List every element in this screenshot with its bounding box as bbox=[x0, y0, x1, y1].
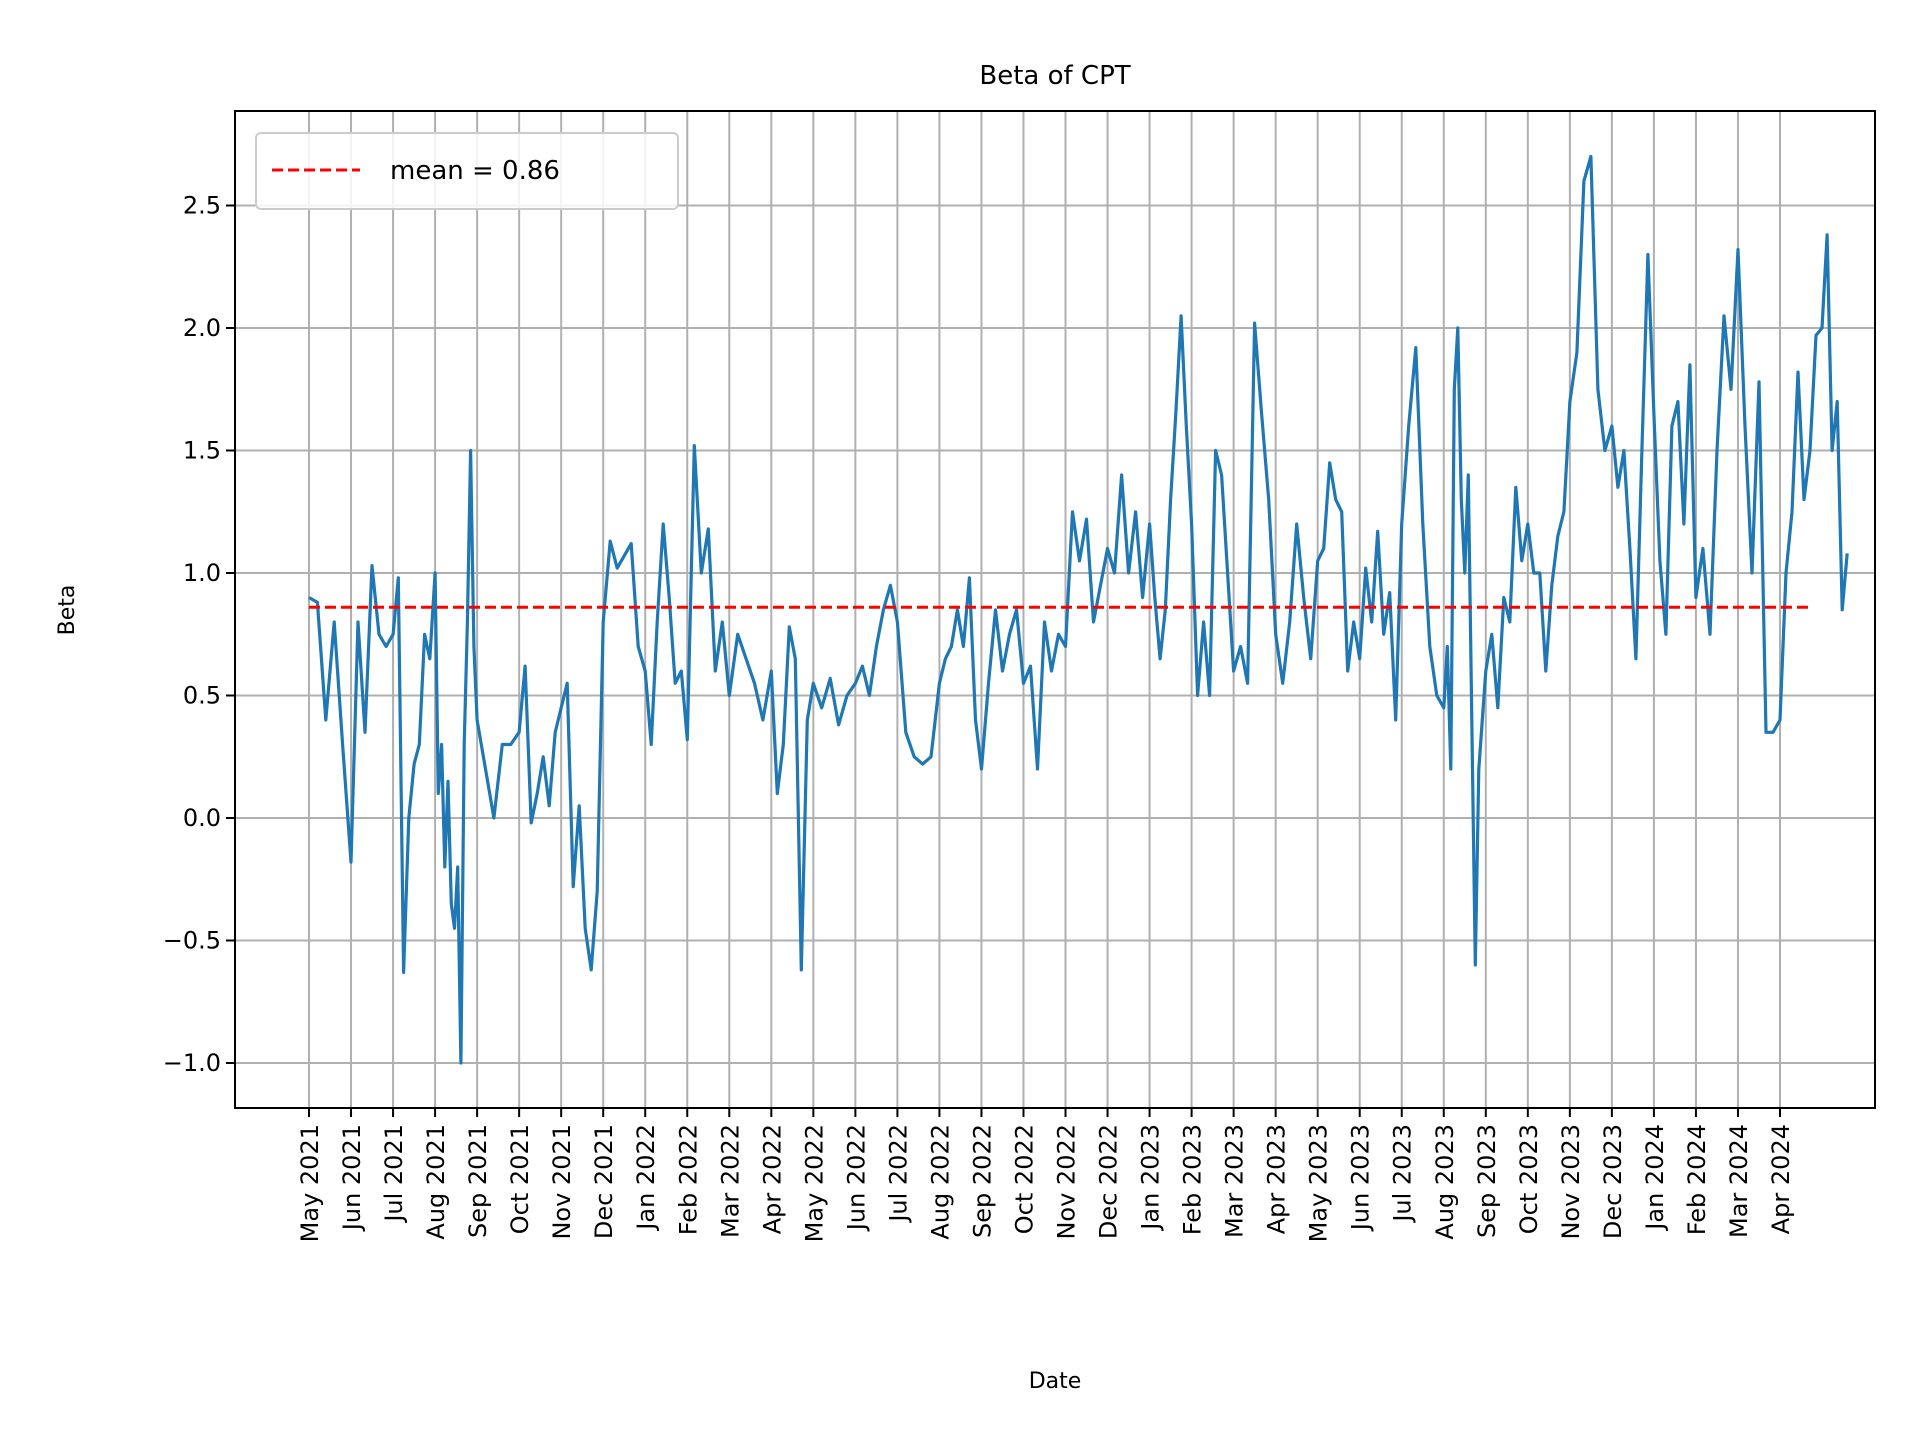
y-tick-label: −1.0 bbox=[163, 1049, 221, 1077]
y-axis: −1.0 −0.5 0.0 0.5 1.0 1.5 2.0 2.5 bbox=[163, 192, 235, 1077]
x-tick-label: Aug 2021 bbox=[422, 1124, 450, 1240]
x-tick-label: Dec 2023 bbox=[1599, 1124, 1627, 1239]
y-tick-label: 0.5 bbox=[183, 682, 221, 710]
x-tick-label: Sep 2022 bbox=[968, 1124, 996, 1238]
x-tick-label: Jul 2022 bbox=[884, 1124, 912, 1224]
x-tick-label: Jun 2023 bbox=[1347, 1124, 1375, 1232]
y-tick-label: 2.5 bbox=[183, 192, 221, 220]
x-tick-label: May 2022 bbox=[800, 1124, 828, 1242]
x-tick-label: Dec 2022 bbox=[1095, 1124, 1123, 1239]
x-tick-label: Mar 2024 bbox=[1725, 1124, 1753, 1238]
x-tick-label: May 2023 bbox=[1305, 1124, 1333, 1242]
y-tick-label: 1.5 bbox=[183, 437, 221, 465]
x-tick-label: Nov 2021 bbox=[548, 1124, 576, 1240]
x-tick-label: Aug 2022 bbox=[926, 1124, 954, 1240]
x-tick-label: Apr 2024 bbox=[1767, 1124, 1795, 1234]
x-tick-label: Jul 2021 bbox=[380, 1124, 408, 1224]
x-tick-label: Mar 2023 bbox=[1221, 1124, 1249, 1238]
x-tick-label: Jul 2023 bbox=[1389, 1124, 1417, 1224]
x-tick-label: Feb 2023 bbox=[1179, 1124, 1207, 1235]
y-tick-label: 2.0 bbox=[183, 314, 221, 342]
beta-series-line bbox=[308, 154, 1849, 1065]
x-axis: May 2021 Jun 2021 Jul 2021 Aug 2021 Sep 2021… bbox=[296, 1108, 1795, 1242]
x-tick-label: Jun 2022 bbox=[842, 1124, 870, 1232]
legend: mean = 0.86 bbox=[255, 132, 679, 210]
plot-frame bbox=[234, 110, 1876, 1109]
x-tick-label: Oct 2023 bbox=[1515, 1124, 1543, 1234]
x-tick-label: Jan 2022 bbox=[632, 1124, 660, 1232]
x-tick-label: Sep 2023 bbox=[1473, 1124, 1501, 1238]
x-tick-label: Jun 2021 bbox=[338, 1124, 366, 1232]
x-axis-label: Date bbox=[1029, 1369, 1082, 1394]
series-layer bbox=[308, 154, 1849, 1065]
chart-title: Beta of CPT bbox=[979, 61, 1130, 91]
x-tick-label: Aug 2023 bbox=[1431, 1124, 1459, 1240]
x-tick-label: Nov 2023 bbox=[1557, 1124, 1585, 1240]
x-tick-label: Jan 2023 bbox=[1137, 1124, 1165, 1232]
legend-box bbox=[255, 132, 679, 210]
y-tick-label: −0.5 bbox=[163, 927, 221, 955]
y-tick-label: 1.0 bbox=[183, 559, 221, 587]
x-tick-label: Nov 2022 bbox=[1053, 1124, 1081, 1240]
x-tick-label: Dec 2021 bbox=[590, 1124, 618, 1239]
grid bbox=[235, 111, 1875, 1108]
x-tick-label: Oct 2021 bbox=[506, 1124, 534, 1234]
x-tick-label: Sep 2021 bbox=[464, 1124, 492, 1238]
x-tick-label: Mar 2022 bbox=[716, 1124, 744, 1238]
x-tick-label: Apr 2023 bbox=[1263, 1124, 1291, 1234]
y-tick-label: 0.0 bbox=[183, 804, 221, 832]
x-tick-label: Apr 2022 bbox=[758, 1124, 786, 1234]
y-axis-label: Beta bbox=[55, 585, 80, 636]
x-tick-label: Oct 2022 bbox=[1010, 1124, 1038, 1234]
x-tick-label: May 2021 bbox=[296, 1124, 324, 1242]
x-tick-label: Feb 2024 bbox=[1683, 1124, 1711, 1235]
legend-mean-label: mean = 0.86 bbox=[390, 156, 560, 186]
x-tick-label: Jan 2024 bbox=[1641, 1124, 1669, 1232]
x-tick-label: Feb 2022 bbox=[674, 1124, 702, 1235]
